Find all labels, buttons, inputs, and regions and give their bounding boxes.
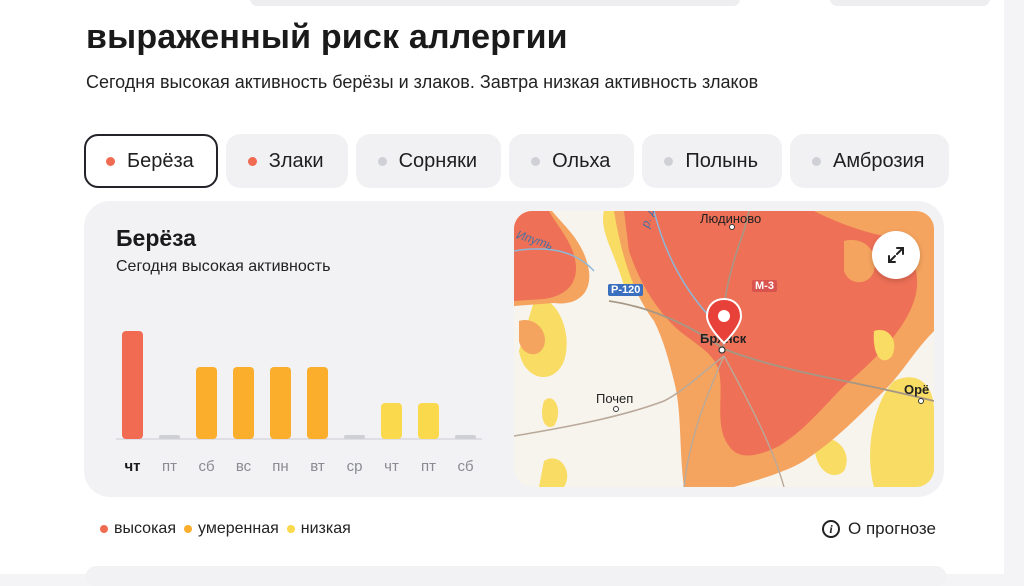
legend-item: умеренная: [184, 520, 279, 538]
tab-4[interactable]: Полынь: [642, 134, 782, 188]
chart-bar[interactable]: [159, 435, 180, 439]
next-card-edge: [86, 566, 946, 586]
chart-bar[interactable]: [344, 435, 365, 439]
legend-item: высокая: [100, 520, 176, 538]
panel-subtitle: Сегодня высокая активность: [116, 258, 331, 275]
tab-5[interactable]: Амброзия: [790, 134, 949, 188]
chart-tick-label: чт: [124, 458, 140, 475]
chart-bar[interactable]: [270, 367, 291, 439]
chart-tick-label: ср: [347, 458, 363, 475]
tab-level-dot: [377, 156, 387, 166]
pollen-map[interactable]: Людиново Почеп Орё Брянск р. Десна Ипуть…: [514, 211, 934, 487]
chart-bar[interactable]: [122, 331, 143, 439]
top-strip: [0, 0, 1004, 22]
tab-level-dot: [664, 156, 674, 166]
allergen-panel: Берёза Сегодня высокая активность чт пт сб…: [84, 201, 944, 497]
chart-tick-label: пт: [421, 458, 436, 475]
expand-arrows-icon: [888, 247, 904, 263]
chart-tick-label: вт: [310, 458, 325, 475]
about-forecast-label: О прогнозе: [848, 519, 936, 538]
tab-label: Сорняки: [398, 149, 478, 172]
tab-2[interactable]: Сорняки: [355, 134, 502, 188]
legend-label: высокая: [114, 520, 176, 537]
chart-tick-label: чт: [384, 458, 399, 475]
forecast-bar-chart: чт пт сб вс пн вт ср чт пт сб: [116, 331, 482, 475]
chart-tick-label: вс: [236, 458, 252, 475]
tab-level-dot: [531, 156, 541, 166]
tab-label: Полынь: [685, 149, 758, 172]
chart-bar[interactable]: [196, 367, 217, 439]
tab-3[interactable]: Ольха: [509, 134, 635, 188]
tab-0[interactable]: Берёза: [84, 134, 218, 188]
legend-item: низкая: [286, 520, 351, 538]
tab-label: Берёза: [127, 149, 194, 172]
page-title: выраженный риск аллергии: [86, 18, 568, 56]
expand-map-button[interactable]: [872, 231, 920, 279]
about-forecast-link[interactable]: i О прогнозе: [822, 519, 936, 539]
legend-dot: [286, 525, 295, 533]
tab-label: Злаки: [268, 149, 324, 172]
legend-label: низкая: [300, 520, 351, 537]
activity-legend: высокая умеренная низкая: [100, 520, 359, 538]
chart-tick-label: сб: [457, 458, 473, 475]
panel-title: Берёза: [116, 225, 197, 251]
legend-dot: [184, 525, 192, 533]
tab-label: Ольха: [552, 149, 611, 172]
chart-bar[interactable]: [418, 403, 439, 439]
map-label-west-city: Почеп: [596, 391, 634, 406]
top-pill: [250, 0, 740, 6]
tab-label: Амброзия: [833, 149, 925, 172]
chart-tick-label: пт: [162, 458, 177, 475]
tab-level-dot: [812, 156, 821, 166]
tab-level-dot: [247, 156, 257, 166]
map-label-north-city: Людиново: [700, 211, 762, 226]
chart-bar[interactable]: [381, 403, 402, 439]
legend-dot: [100, 525, 108, 533]
chart-bar[interactable]: [233, 367, 254, 439]
chart-bar[interactable]: [455, 435, 476, 439]
map-canvas: [514, 211, 934, 487]
location-pin-icon[interactable]: [704, 297, 744, 345]
map-label-east-city: Орё: [904, 382, 930, 397]
legend-label: умеренная: [198, 520, 279, 537]
page-subtitle: Сегодня высокая активность берёзы и злак…: [86, 72, 759, 92]
chart-tick-label: сб: [198, 458, 214, 475]
tab-level-dot: [106, 156, 115, 166]
chart-tick-label: пн: [272, 458, 288, 475]
info-icon: i: [822, 520, 841, 538]
allergen-tabs: Берёза Злаки Сорняки Ольха Полынь Амброзия: [84, 134, 949, 188]
chart-bar[interactable]: [307, 367, 328, 439]
road-badge-regional: Р-120: [608, 284, 644, 296]
road-badge-federal: М-3: [752, 280, 777, 292]
top-pill: [830, 0, 990, 6]
tab-1[interactable]: Злаки: [225, 134, 348, 188]
